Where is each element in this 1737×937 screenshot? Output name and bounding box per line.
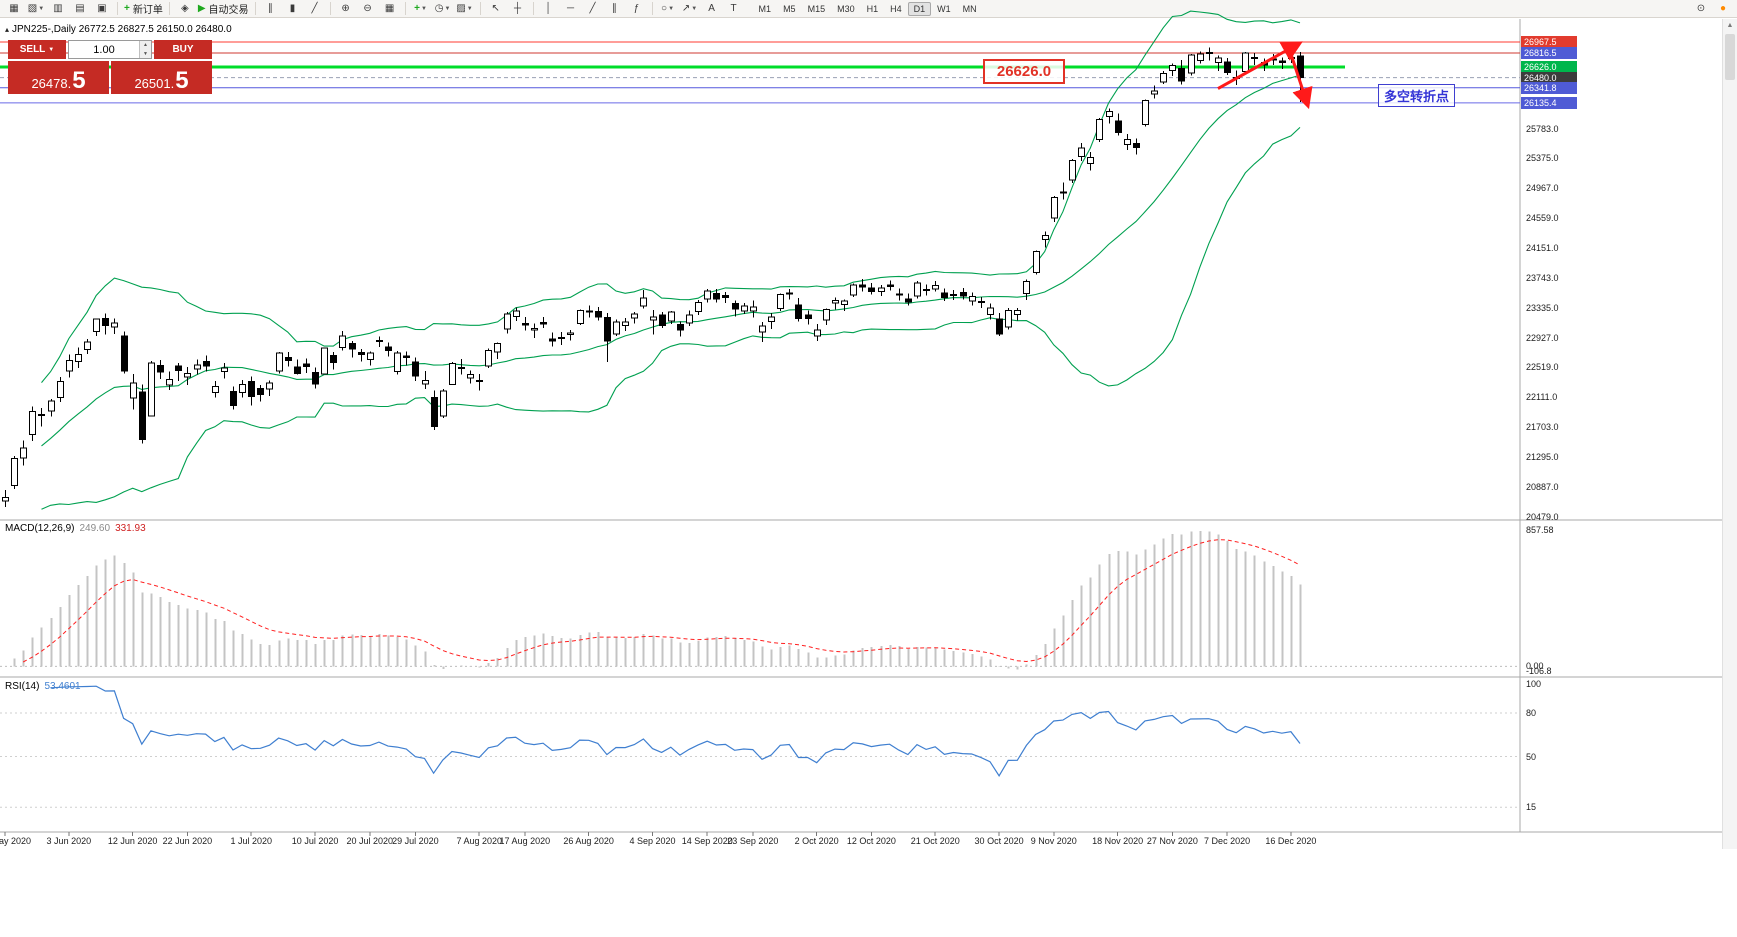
crosshair-icon[interactable]: ┼: [514, 2, 522, 14]
toolbar-separator: [329, 2, 331, 15]
chart-title-text: JPN225-,Daily 26772.5 26827.5 26150.0 26…: [12, 24, 232, 35]
cursor-icon[interactable]: ↖: [491, 2, 500, 14]
rsi-value: 53.4601: [44, 681, 81, 692]
tile-windows-icon[interactable]: ▦: [384, 2, 395, 14]
toolbar-separator: [404, 2, 406, 15]
toolbar-separator: [254, 2, 256, 15]
toolbar-right-icons: ⊙ ●: [1690, 1, 1734, 17]
sell-button[interactable]: SELL ▼: [8, 40, 66, 59]
timeframe-w1[interactable]: W1: [937, 3, 951, 14]
toolbar-buttons: ▦ ▧ ▼ ▥ ▤ ▣ + 新订单 ◈ ▶ 自动交易 ∥ ▮ ╱ ⊕ ⊖ ▦ + ▼ ◷ ▼ ▨ ▼ ↖ ┼ │ ─ ╱ ∥ ƒ ○ ▼ ↗ ▼ A…: [3, 1, 745, 17]
shapes-icon[interactable]: ○ ▼: [661, 2, 675, 14]
toolbar-separator: [117, 2, 118, 15]
volume-field: ▲▼: [68, 40, 152, 59]
volume-input[interactable]: [69, 41, 139, 58]
macd-signal-value: 331.93: [115, 523, 146, 534]
toolbar-separator: [479, 2, 481, 15]
search-icon[interactable]: ⊙: [1696, 3, 1706, 14]
timeframe-m30[interactable]: M30: [837, 3, 855, 14]
periods-icon[interactable]: ◷ ▼: [434, 2, 451, 14]
macd-label: MACD(12,26,9) 249.60 331.93: [5, 523, 146, 534]
text-label-icon[interactable]: T: [730, 2, 737, 14]
market-watch-icon[interactable]: ▥: [53, 2, 63, 14]
toolbar-separator: [168, 2, 170, 15]
timeframe-d1[interactable]: D1: [907, 1, 932, 16]
chart-title: ▴ JPN225-,Daily 26772.5 26827.5 26150.0 2…: [5, 24, 232, 35]
ask-price[interactable]: 26501. 5: [111, 61, 212, 94]
toolbar-separator: [532, 2, 534, 15]
toolbar: ▦ ▧ ▼ ▥ ▤ ▣ + 新订单 ◈ ▶ 自动交易 ∥ ▮ ╱ ⊕ ⊖ ▦ + ▼ ◷ ▼ ▨ ▼ ↖ ┼ │ ─ ╱ ∥ ƒ ○ ▼ ↗ ▼ A…: [0, 0, 1737, 18]
sell-caret-icon: ▼: [48, 46, 55, 53]
price-annotation-box[interactable]: 26626.0: [983, 59, 1065, 84]
zoom-in-icon[interactable]: ⊕: [341, 2, 350, 14]
timeframe-buttons: M1 M5 M15 M30 H1 H4 D1 W1 MN: [753, 1, 983, 16]
timeframe-h4[interactable]: H4: [890, 3, 902, 14]
community-icon[interactable]: ●: [1719, 3, 1727, 14]
candlestick-chart-icon[interactable]: ▮: [289, 2, 296, 14]
timeframe-m15[interactable]: M15: [807, 3, 826, 14]
metaeditor-icon[interactable]: ◈: [180, 2, 189, 14]
volume-down-icon[interactable]: ▼: [140, 49, 151, 58]
volume-stepper[interactable]: ▲ ▼: [139, 41, 151, 58]
arrows-tool-icon[interactable]: ↗ ▼: [681, 2, 698, 14]
indicators-icon[interactable]: + ▼: [414, 2, 427, 14]
timeframe-m5[interactable]: M5: [783, 3, 796, 14]
rsi-label: RSI(14) 53.4601: [5, 681, 81, 692]
turning-point-annotation[interactable]: 多空转折点: [1378, 84, 1456, 107]
horizontal-line-icon[interactable]: ─: [567, 2, 575, 14]
timeframe-h1[interactable]: H1: [866, 3, 879, 14]
new-order-button[interactable]: + 新订单: [124, 2, 163, 16]
zoom-out-icon[interactable]: ⊖: [363, 2, 372, 14]
new-chart-icon[interactable]: ▦: [9, 2, 19, 14]
chart-scrollbar[interactable]: ▲: [1722, 19, 1737, 849]
toolbar-separator: [651, 2, 653, 15]
templates-icon[interactable]: ▨ ▼: [456, 2, 473, 14]
macd-main-value: 249.60: [79, 523, 111, 534]
scroll-up-icon[interactable]: ▲: [1726, 22, 1734, 29]
volume-up-icon[interactable]: ▲: [140, 41, 151, 50]
navigator-icon[interactable]: ▤: [75, 2, 85, 14]
timeframe-m1[interactable]: M1: [758, 3, 772, 14]
fibonacci-icon[interactable]: ƒ: [633, 2, 640, 14]
vertical-line-icon[interactable]: │: [545, 2, 552, 14]
terminal-icon[interactable]: ▣: [97, 2, 107, 14]
bid-price[interactable]: 26478. 5: [8, 61, 109, 94]
line-chart-icon[interactable]: ╱: [311, 2, 318, 14]
auto-trading-button[interactable]: ▶ 自动交易: [197, 2, 249, 16]
profiles-icon[interactable]: ▧ ▼: [27, 2, 45, 14]
one-click-trading-panel: SELL▼ ▲▼ BUY 26478.5 26501.5: [8, 40, 212, 94]
one-click-toggle-icon[interactable]: ▴: [5, 25, 10, 34]
equidistant-channel-icon[interactable]: ∥: [612, 2, 618, 14]
buy-button[interactable]: BUY: [154, 40, 212, 59]
text-icon[interactable]: A: [708, 2, 715, 14]
timeframe-mn[interactable]: MN: [962, 3, 977, 14]
bar-chart-icon[interactable]: ∥: [268, 2, 274, 14]
scrollbar-thumb[interactable]: [1725, 34, 1735, 80]
trendline-icon[interactable]: ╱: [589, 2, 596, 14]
